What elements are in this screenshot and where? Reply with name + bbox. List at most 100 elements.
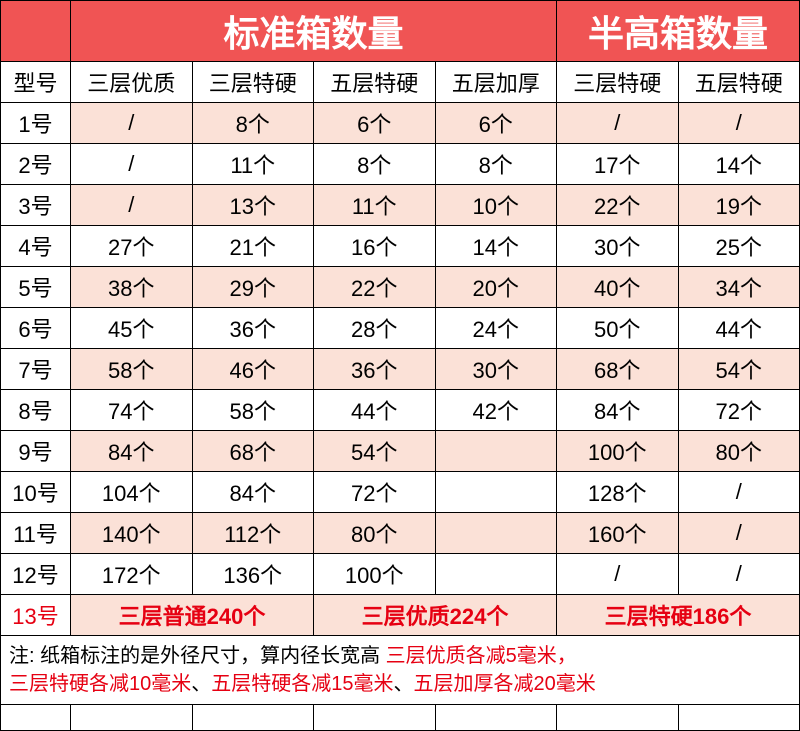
note-sep1: 、 (191, 673, 211, 695)
data-cell: 8个 (435, 144, 557, 185)
header-standard: 标准箱数量 (71, 1, 557, 62)
data-cell: 84个 (71, 431, 193, 472)
data-cell: 140个 (71, 513, 193, 554)
data-cell: / (71, 144, 193, 185)
data-cell: 172个 (71, 554, 193, 595)
model-cell: 12号 (1, 554, 71, 595)
model-cell: 7号 (1, 349, 71, 390)
col-2: 三层特硬 (192, 62, 314, 103)
model-cell: 5号 (1, 267, 71, 308)
table-row: 7号58个46个36个30个68个54个 (1, 349, 800, 390)
data-cell: 72个 (678, 390, 800, 431)
data-cell: 34个 (678, 267, 800, 308)
note-part1: 注: 纸箱标注的是外径尺寸，算内径长宽高 (9, 645, 386, 667)
data-cell (435, 472, 557, 513)
data-cell: 20个 (435, 267, 557, 308)
data-cell: 160个 (557, 513, 679, 554)
data-cell: 58个 (192, 390, 314, 431)
header-row-1: 标准箱数量 半高箱数量 (1, 1, 800, 62)
data-cell: 10个 (435, 185, 557, 226)
table-row: 1号/8个6个6个// (1, 103, 800, 144)
data-cell: 19个 (678, 185, 800, 226)
model-cell: 1号 (1, 103, 71, 144)
data-cell: 25个 (678, 226, 800, 267)
data-cell: 17个 (557, 144, 679, 185)
note-part3: 三层特硬各减10毫米 (9, 673, 191, 695)
data-cell: 68个 (192, 431, 314, 472)
table-row: 12号172个136个100个// (1, 554, 800, 595)
data-cell: 58个 (71, 349, 193, 390)
model-cell: 10号 (1, 472, 71, 513)
data-cell: 50个 (557, 308, 679, 349)
table-row: 10号104个84个72个 128个/ (1, 472, 800, 513)
data-cell: 29个 (192, 267, 314, 308)
data-cell: 11个 (314, 185, 436, 226)
col-6: 五层特硬 (678, 62, 800, 103)
note-part5: 五层加厚各减20毫米 (414, 673, 596, 695)
table-row: 2号/11个8个8个17个14个 (1, 144, 800, 185)
model-13: 13号 (1, 595, 71, 636)
note-part4: 五层特硬各减15毫米 (211, 673, 393, 695)
table-row: 3号/13个11个10个22个19个 (1, 185, 800, 226)
table-row: 9号84个68个54个100个80个 (1, 431, 800, 472)
data-cell: 21个 (192, 226, 314, 267)
data-cell: 28个 (314, 308, 436, 349)
data-cell: 80个 (678, 431, 800, 472)
quantity-table: 标准箱数量 半高箱数量 型号 三层优质 三层特硬 五层特硬 五层加厚 三层特硬 … (0, 0, 800, 731)
data-cell: 6个 (435, 103, 557, 144)
model-cell: 2号 (1, 144, 71, 185)
table-row: 4号27个21个16个14个30个25个 (1, 226, 800, 267)
data-cell: 100个 (557, 431, 679, 472)
table-row: 11号140个112个80个160个/ (1, 513, 800, 554)
data-cell: 104个 (71, 472, 193, 513)
data-cell: 54个 (314, 431, 436, 472)
data-cell: 40个 (557, 267, 679, 308)
note-sep2: 、 (394, 673, 414, 695)
data-cell: 36个 (314, 349, 436, 390)
data-cell: 8个 (192, 103, 314, 144)
data-cell: 84个 (192, 472, 314, 513)
data-cell: 13个 (192, 185, 314, 226)
data-cell (435, 513, 557, 554)
data-cell: / (557, 103, 679, 144)
data-cell: 74个 (71, 390, 193, 431)
data-cell: 6个 (314, 103, 436, 144)
note-part2: 三层优质各减5毫米， (386, 645, 577, 667)
data-cell: / (678, 472, 800, 513)
model-cell: 4号 (1, 226, 71, 267)
model-cell: 6号 (1, 308, 71, 349)
data-cell: 36个 (192, 308, 314, 349)
data-cell: / (557, 554, 679, 595)
data-cell: / (71, 103, 193, 144)
note-text: 注: 纸箱标注的是外径尺寸，算内径长宽高 三层优质各减5毫米， 三层特硬各减10… (1, 636, 800, 705)
data-cell: 46个 (192, 349, 314, 390)
data-cell: 24个 (435, 308, 557, 349)
table-row: 6号45个36个28个24个50个44个 (1, 308, 800, 349)
note-row: 注: 纸箱标注的是外径尺寸，算内径长宽高 三层优质各减5毫米， 三层特硬各减10… (1, 636, 800, 705)
table-row: 8号74个58个44个42个84个72个 (1, 390, 800, 431)
header-half: 半高箱数量 (557, 1, 800, 62)
col-3: 五层特硬 (314, 62, 436, 103)
data-cell: 128个 (557, 472, 679, 513)
empty-row (1, 705, 800, 731)
row13-group-1: 三层普通240个 (71, 595, 314, 636)
data-cell: 72个 (314, 472, 436, 513)
data-cell: 68个 (557, 349, 679, 390)
row13-group-3: 三层特硬186个 (557, 595, 800, 636)
data-cell: 84个 (557, 390, 679, 431)
data-cell: 136个 (192, 554, 314, 595)
row-13: 13号 三层普通240个 三层优质224个 三层特硬186个 (1, 595, 800, 636)
data-cell: 112个 (192, 513, 314, 554)
col-4: 五层加厚 (435, 62, 557, 103)
data-cell: 42个 (435, 390, 557, 431)
data-cell: / (71, 185, 193, 226)
data-cell: 14个 (435, 226, 557, 267)
data-cell: 44个 (678, 308, 800, 349)
data-cell: 16个 (314, 226, 436, 267)
header-row-2: 型号 三层优质 三层特硬 五层特硬 五层加厚 三层特硬 五层特硬 (1, 62, 800, 103)
data-cell: 14个 (678, 144, 800, 185)
data-cell: / (678, 554, 800, 595)
row13-group-2: 三层优质224个 (314, 595, 557, 636)
data-cell: 54个 (678, 349, 800, 390)
data-cell: 22个 (557, 185, 679, 226)
